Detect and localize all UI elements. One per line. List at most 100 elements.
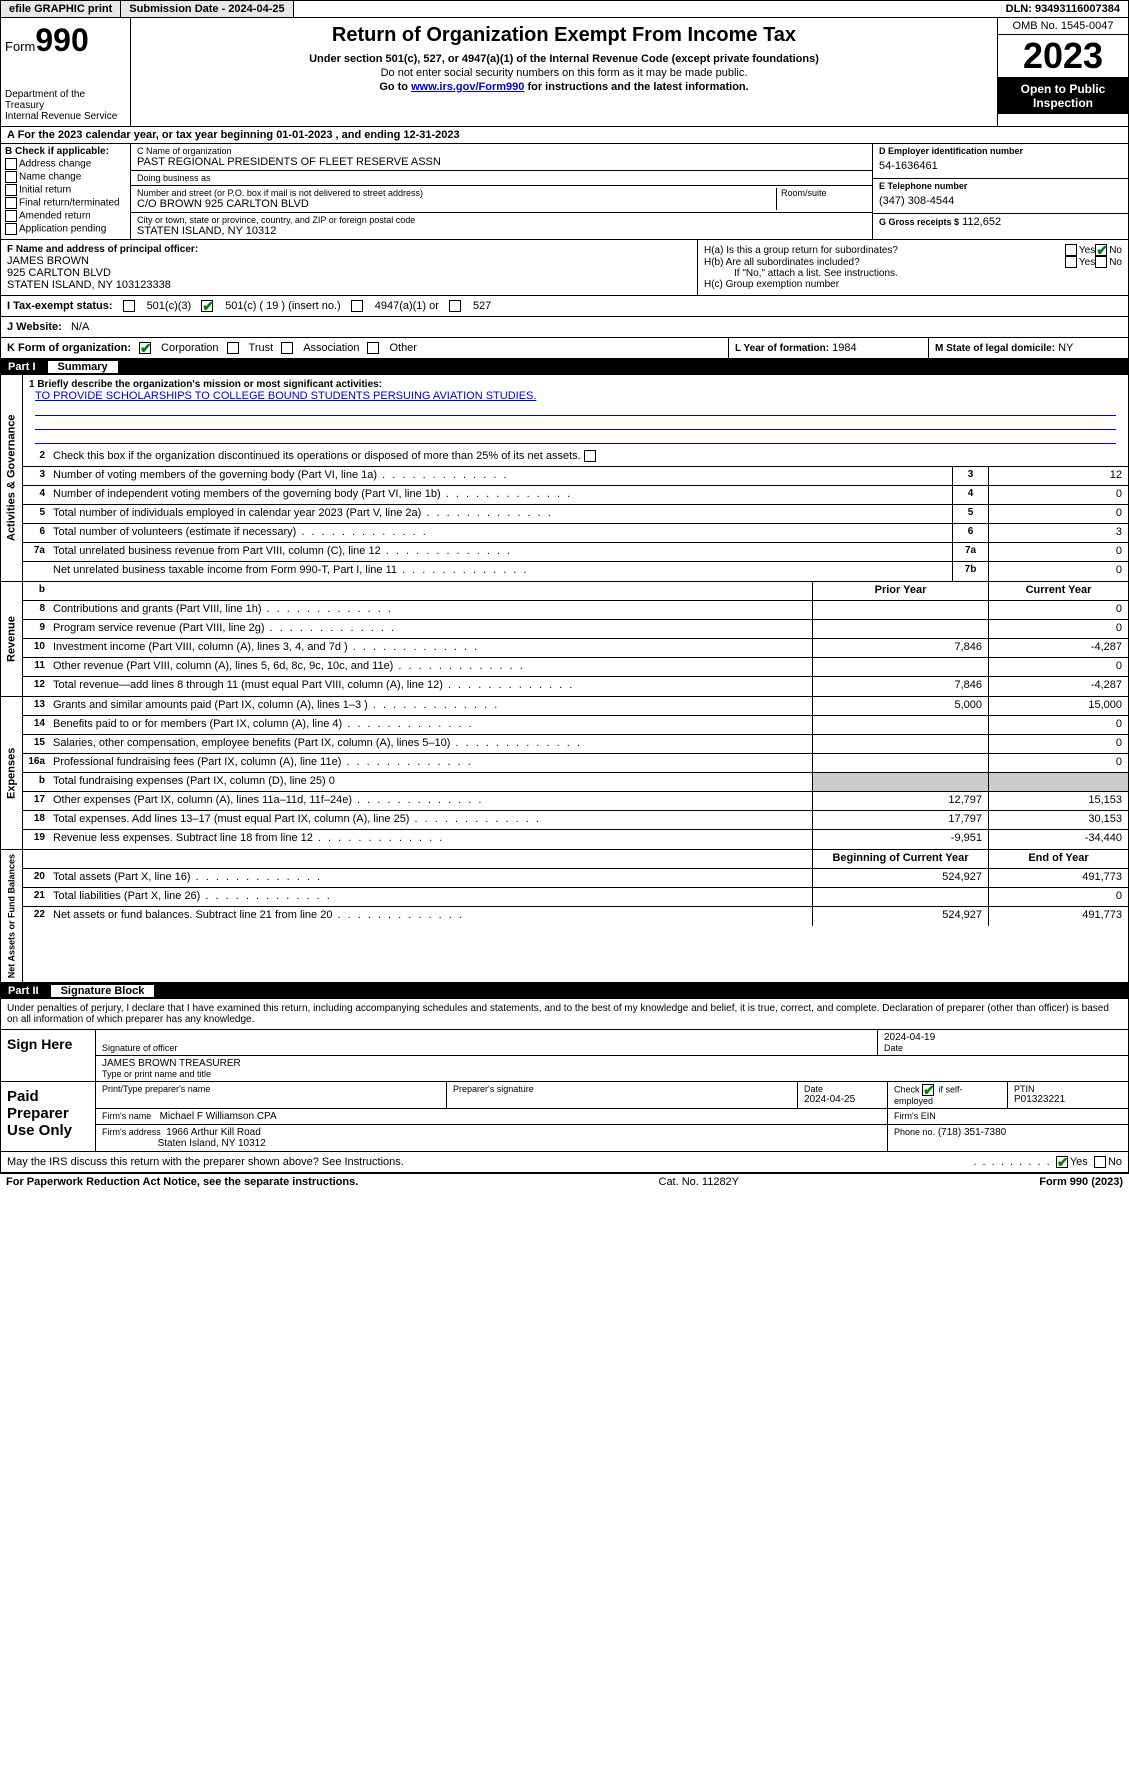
cb-assoc[interactable] — [281, 342, 293, 354]
checkbox-address-change[interactable] — [5, 158, 17, 170]
ha-yes[interactable] — [1065, 244, 1077, 256]
bcy-hdr: Beginning of Current Year — [812, 850, 988, 868]
footer-mid: Cat. No. 11282Y — [659, 1176, 740, 1188]
cb-lbl-5: Application pending — [19, 224, 106, 235]
irs-label: Internal Revenue Service — [5, 111, 126, 122]
checkbox-initial-return[interactable] — [5, 184, 17, 196]
lbl-4947: 4947(a)(1) or — [375, 300, 439, 312]
cb-self-employed[interactable] — [922, 1084, 934, 1096]
cb-trust[interactable] — [227, 342, 239, 354]
hb-note: If "No," attach a list. See instructions… — [704, 268, 1122, 279]
prior-year-hdr: Prior Year — [812, 582, 988, 600]
calendar-year-row: A For the 2023 calendar year, or tax yea… — [0, 127, 1129, 144]
ha-no-lbl: No — [1109, 245, 1122, 256]
checkbox-amended[interactable] — [5, 210, 17, 222]
box-h: H(a) Is this a group return for subordin… — [698, 240, 1128, 295]
cb-discuss-yes[interactable] — [1056, 1156, 1068, 1168]
part2-title: Signature Block — [51, 985, 155, 997]
firm-ein-label: Firm's EIN — [894, 1111, 936, 1121]
taxexempt-label: I Tax-exempt status: — [7, 300, 113, 312]
dba-label: Doing business as — [137, 173, 866, 183]
hb-label: H(b) Are all subordinates included? — [704, 257, 1065, 268]
cb-other[interactable] — [367, 342, 379, 354]
officer-addr1: 925 CARLTON BLVD — [7, 267, 691, 279]
checkbox-final-return[interactable] — [5, 197, 17, 209]
discuss-no-lbl: No — [1108, 1156, 1122, 1168]
vtab-netassets: Net Assets or Fund Balances — [1, 850, 23, 982]
footer-right: Form 990 (2023) — [1039, 1176, 1123, 1188]
hb-no-lbl: No — [1109, 257, 1122, 268]
hb-no[interactable] — [1095, 256, 1107, 268]
org-name: PAST REGIONAL PRESIDENTS OF FLEET RESERV… — [137, 156, 866, 168]
form-org-row: K Form of organization: Corporation Trus… — [1, 338, 728, 358]
cb-line2[interactable] — [584, 450, 596, 462]
ein-label: D Employer identification number — [879, 146, 1122, 156]
cb-527[interactable] — [449, 300, 461, 312]
goto-suffix: for instructions and the latest informat… — [524, 81, 748, 93]
officer-label: F Name and address of principal officer: — [7, 244, 691, 255]
officer-addr2: STATEN ISLAND, NY 103123338 — [7, 279, 691, 291]
form990-link[interactable]: www.irs.gov/Form990 — [411, 81, 524, 93]
website-value: N/A — [71, 321, 89, 333]
cb-4947[interactable] — [351, 300, 363, 312]
mission-blank-1 — [35, 402, 1116, 416]
dln: DLN: 93493116007384 — [998, 1, 1128, 17]
firm-addr1: 1966 Arthur Kill Road — [166, 1127, 261, 1138]
firm-addr-label: Firm's address — [102, 1127, 161, 1137]
vtab-expenses: Expenses — [1, 697, 23, 849]
cb-corp[interactable] — [139, 342, 151, 354]
subtitle-1: Under section 501(c), 527, or 4947(a)(1)… — [139, 53, 989, 65]
form-title: Return of Organization Exempt From Incom… — [139, 24, 989, 47]
ha-yes-lbl: Yes — [1079, 245, 1095, 256]
ha-no[interactable] — [1095, 244, 1107, 256]
website-row: J Website: N/A — [1, 317, 1128, 337]
year-formation: 1984 — [832, 342, 856, 354]
paid-preparer-block: Paid Preparer Use Only Print/Type prepar… — [0, 1082, 1129, 1152]
cb-lbl-0: Address change — [19, 159, 91, 170]
cb-501c3[interactable] — [123, 300, 135, 312]
hc-label: H(c) Group exemption number — [704, 279, 1122, 290]
mission-question: 1 Briefly describe the organization's mi… — [29, 379, 1122, 390]
phone-value: (347) 308-4544 — [879, 191, 1122, 211]
checkbox-app-pending[interactable] — [5, 223, 17, 235]
part1-title: Summary — [48, 361, 118, 373]
lbl-501c: 501(c) ( 19 ) (insert no.) — [225, 300, 341, 312]
prep-name-label: Print/Type preparer's name — [102, 1084, 440, 1094]
firm-name: Michael F Williamson CPA — [160, 1111, 277, 1122]
firm-name-label: Firm's name — [102, 1111, 151, 1121]
cb-lbl-2: Initial return — [19, 185, 71, 196]
cb-discuss-no[interactable] — [1094, 1156, 1106, 1168]
sig-date-label: Date — [884, 1043, 1122, 1053]
discuss-yes-lbl: Yes — [1070, 1156, 1088, 1168]
prep-date: 2024-04-25 — [804, 1094, 881, 1105]
paid-preparer-label: Paid Preparer Use Only — [1, 1082, 96, 1151]
formorg-label: K Form of organization: — [7, 342, 131, 354]
rev-hdr-b: b — [23, 582, 49, 600]
hb-yes[interactable] — [1065, 256, 1077, 268]
domicile: NY — [1058, 342, 1073, 354]
mission-text: TO PROVIDE SCHOLARSHIPS TO COLLEGE BOUND… — [29, 390, 1122, 402]
tax-year: 2023 — [998, 35, 1128, 78]
ein-value: 54-1636461 — [879, 156, 1122, 176]
open-public-inspection: Open to Public Inspection — [998, 78, 1128, 114]
eoy-hdr: End of Year — [988, 850, 1128, 868]
ha-label: H(a) Is this a group return for subordin… — [704, 245, 1065, 256]
submission-date: Submission Date - 2024-04-25 — [121, 1, 293, 17]
checkbox-name-change[interactable] — [5, 171, 17, 183]
cb-501c[interactable] — [201, 300, 213, 312]
page-footer: For Paperwork Reduction Act Notice, see … — [0, 1173, 1129, 1190]
lbl-527: 527 — [473, 300, 491, 312]
cb-lbl-3: Final return/terminated — [19, 198, 120, 209]
city-label: City or town, state or province, country… — [137, 215, 866, 225]
phone-label: E Telephone number — [879, 181, 1122, 191]
sig-officer-label: Signature of officer — [102, 1043, 871, 1053]
city-value: STATEN ISLAND, NY 10312 — [137, 225, 866, 237]
org-name-label: C Name of organization — [137, 146, 866, 156]
efile-print-button[interactable]: efile GRAPHIC print — [1, 1, 121, 17]
box-f: F Name and address of principal officer:… — [1, 240, 698, 295]
prep-sig-label: Preparer's signature — [453, 1084, 791, 1094]
tax-exempt-row: I Tax-exempt status: 501(c)(3) 501(c) ( … — [1, 296, 1128, 316]
year-formation-label: L Year of formation: — [735, 343, 829, 354]
mission-blank-3 — [35, 430, 1116, 444]
box-b: B Check if applicable: Address change Na… — [1, 144, 131, 239]
